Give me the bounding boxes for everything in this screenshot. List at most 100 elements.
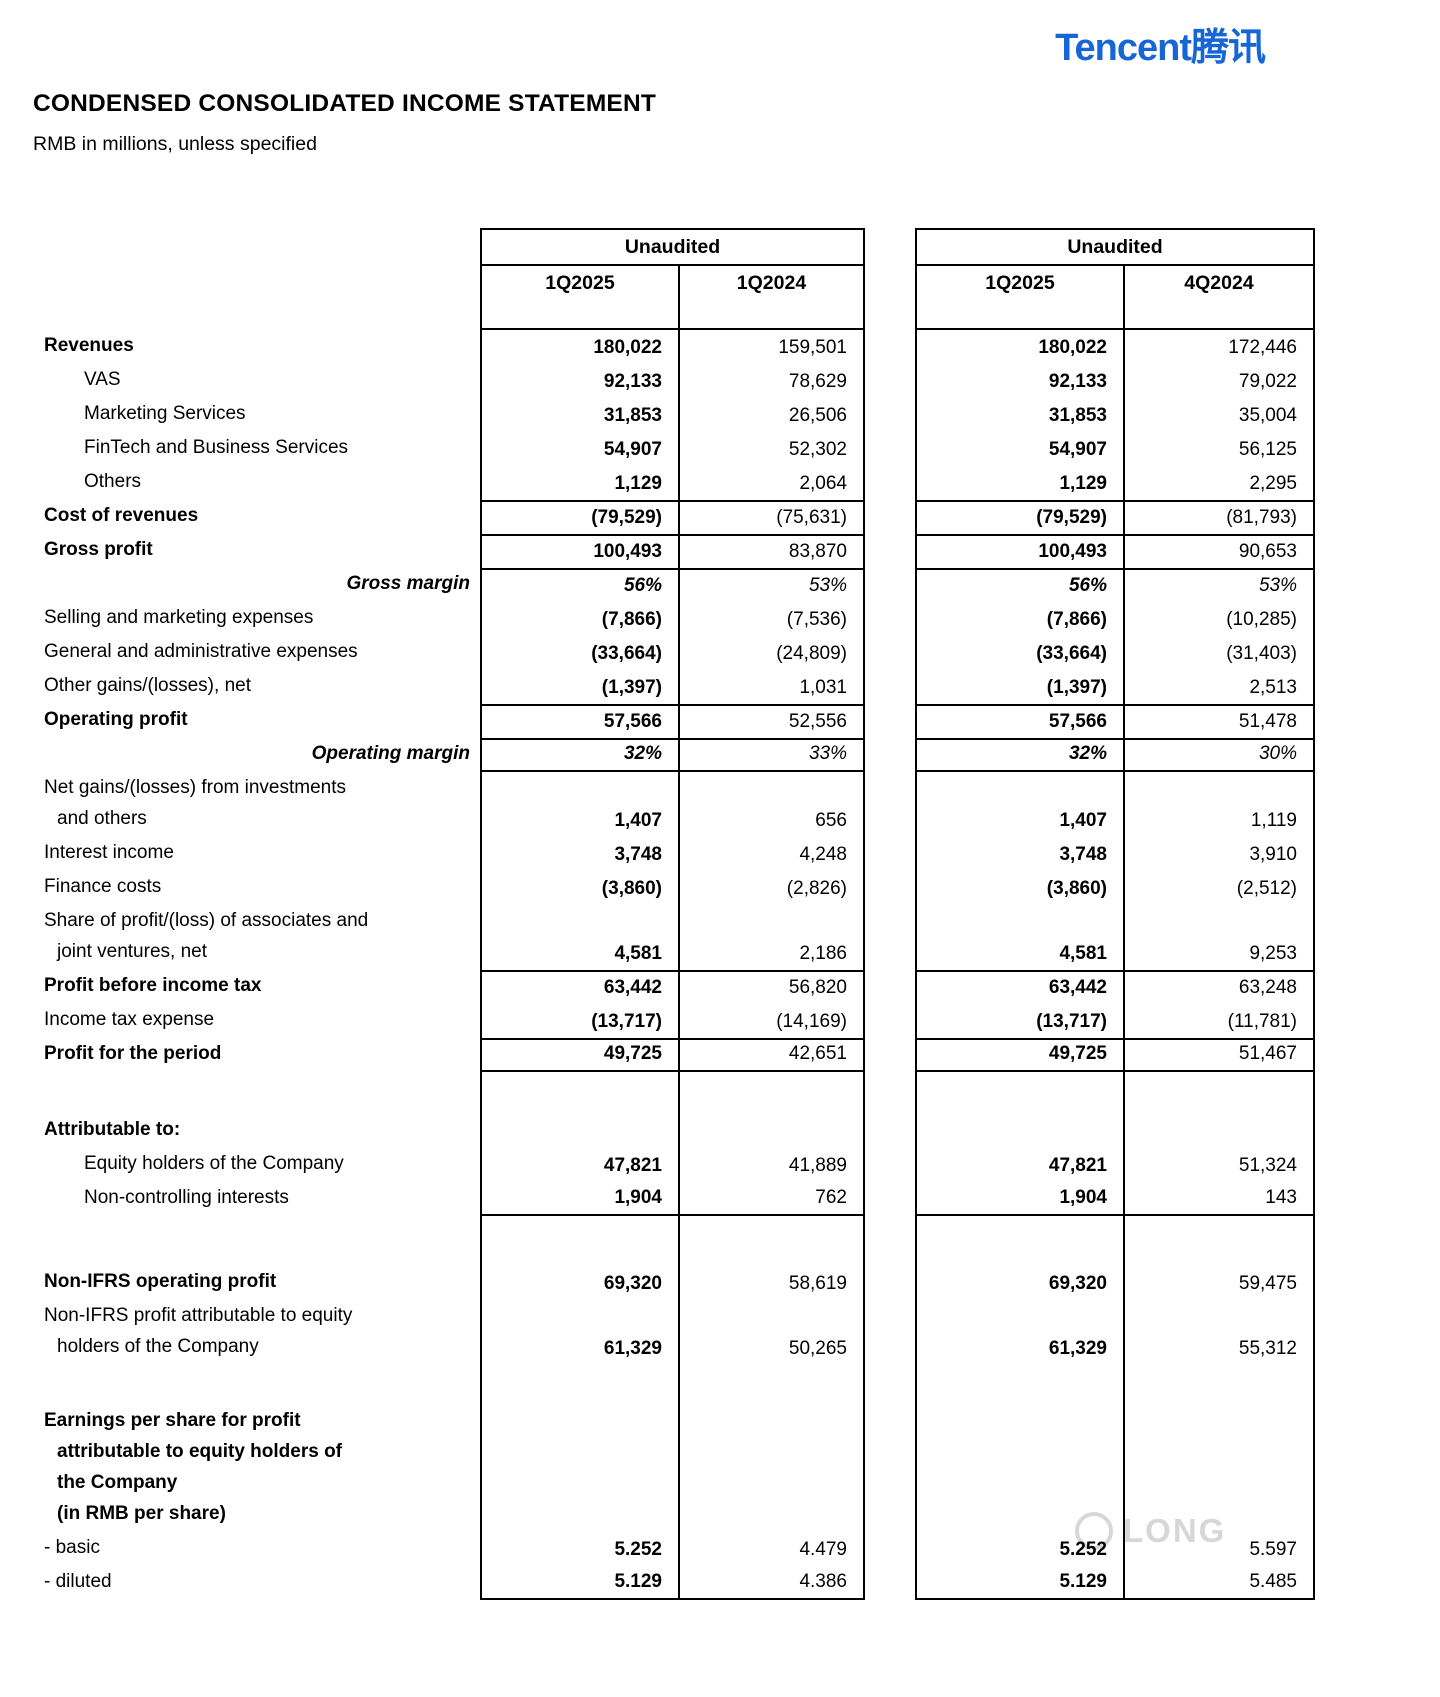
value-cell: 5.485 bbox=[1125, 1566, 1315, 1600]
table-gap bbox=[865, 364, 915, 398]
table-gap bbox=[865, 1532, 915, 1566]
value-cell: (75,631) bbox=[680, 500, 865, 534]
table-gap bbox=[865, 432, 915, 466]
statement-row-25: Non-IFRS operating profit 69,320 58,619 69,… bbox=[33, 1266, 1440, 1300]
row-label bbox=[33, 1072, 480, 1114]
value-cell: 4,581 bbox=[915, 905, 1125, 970]
table-gap bbox=[865, 266, 915, 330]
table-gap bbox=[865, 466, 915, 500]
unaudited-header-right: Unaudited bbox=[915, 228, 1315, 266]
value-cell: 172,446 bbox=[1125, 330, 1315, 364]
value-cell: 51,467 bbox=[1125, 1038, 1315, 1072]
value-cell: 143 bbox=[1125, 1182, 1315, 1216]
row-label: VAS bbox=[84, 369, 121, 390]
value-cell: 2,064 bbox=[680, 466, 865, 500]
row-label: Share of profit/(loss) of associates and… bbox=[44, 910, 369, 962]
value-cell: 30% bbox=[1125, 738, 1315, 772]
value-cell: (2,512) bbox=[1125, 871, 1315, 905]
value-cell: 656 bbox=[680, 772, 865, 837]
row-label: Other gains/(losses), net bbox=[44, 675, 251, 696]
column-header-4q2024: 4Q2024 bbox=[1125, 266, 1315, 330]
value-cell: 69,320 bbox=[915, 1266, 1125, 1300]
value-cell: 1,904 bbox=[915, 1182, 1125, 1216]
value-cell: 4.386 bbox=[680, 1566, 865, 1600]
value-cell: 1,119 bbox=[1125, 772, 1315, 837]
statement-row-2: Marketing Services 31,853 26,506 31,853 35,0… bbox=[33, 398, 1440, 432]
row-label: Operating profit bbox=[44, 709, 188, 730]
value-cell: 1,129 bbox=[480, 466, 680, 500]
watermark: LONG bbox=[1075, 1512, 1226, 1550]
statement-row-14: Interest income 3,748 4,248 3,748 3,910 bbox=[33, 837, 1440, 871]
table-gap bbox=[865, 704, 915, 738]
value-cell: 57,566 bbox=[480, 704, 680, 738]
value-cell: 54,907 bbox=[915, 432, 1125, 466]
row-label: Finance costs bbox=[44, 876, 162, 897]
unaudited-header-row: Unaudited Unaudited bbox=[33, 228, 1440, 266]
period-header-row: 1Q2025 1Q2024 1Q2025 4Q2024 bbox=[33, 266, 1440, 330]
table-gap bbox=[865, 1405, 915, 1532]
value-cell: 31,853 bbox=[480, 398, 680, 432]
value-cell bbox=[680, 1405, 865, 1532]
table-gap bbox=[865, 1566, 915, 1600]
row-label: General and administrative expenses bbox=[44, 641, 358, 662]
value-cell: 49,725 bbox=[915, 1038, 1125, 1072]
value-cell: (7,536) bbox=[680, 602, 865, 636]
value-cell bbox=[680, 1216, 865, 1266]
statement-row-9: General and administrative expenses (33,6… bbox=[33, 636, 1440, 670]
value-cell: 1,407 bbox=[480, 772, 680, 837]
value-cell: 35,004 bbox=[1125, 398, 1315, 432]
value-cell: 42,651 bbox=[680, 1038, 865, 1072]
value-cell: 32% bbox=[915, 738, 1125, 772]
value-cell bbox=[1125, 1405, 1315, 1532]
table-gap bbox=[865, 1266, 915, 1300]
value-cell: (14,169) bbox=[680, 1004, 865, 1038]
value-cell bbox=[915, 1365, 1125, 1405]
value-cell: (33,664) bbox=[915, 636, 1125, 670]
table-gap bbox=[865, 970, 915, 1004]
value-cell: 56,820 bbox=[680, 970, 865, 1004]
value-cell: 32% bbox=[480, 738, 680, 772]
value-cell: 53% bbox=[680, 568, 865, 602]
value-cell: (24,809) bbox=[680, 636, 865, 670]
row-label: Interest income bbox=[44, 842, 174, 863]
value-cell: 57,566 bbox=[915, 704, 1125, 738]
row-label: Marketing Services bbox=[84, 403, 246, 424]
value-cell: 51,478 bbox=[1125, 704, 1315, 738]
statement-row-28: Earnings per share for profit attributabl… bbox=[33, 1405, 1440, 1532]
statement-row-17: Profit before income tax 63,442 56,820 63,4… bbox=[33, 970, 1440, 1004]
table-gap bbox=[865, 1148, 915, 1182]
tencent-logo-text: Tencent腾讯 bbox=[1055, 27, 1266, 69]
value-cell bbox=[915, 1072, 1125, 1114]
table-gap bbox=[865, 602, 915, 636]
value-cell: 5.597 bbox=[1125, 1532, 1315, 1566]
value-cell: 51,324 bbox=[1125, 1148, 1315, 1182]
statement-row-8: Selling and marketing expenses (7,866) (7,… bbox=[33, 602, 1440, 636]
value-cell: 47,821 bbox=[480, 1148, 680, 1182]
column-header-1q2025-left: 1Q2025 bbox=[480, 266, 680, 330]
table-gap bbox=[865, 1300, 915, 1365]
value-cell: 59,475 bbox=[1125, 1266, 1315, 1300]
table-gap bbox=[865, 837, 915, 871]
value-cell: 5.252 bbox=[915, 1532, 1125, 1566]
watermark-circle-icon bbox=[1075, 1512, 1113, 1550]
row-label: Income tax expense bbox=[44, 1009, 215, 1030]
row-label: - diluted bbox=[44, 1571, 112, 1592]
value-cell bbox=[1125, 1216, 1315, 1266]
value-cell: (7,866) bbox=[480, 602, 680, 636]
value-cell: 61,329 bbox=[915, 1300, 1125, 1365]
value-cell: (33,664) bbox=[480, 636, 680, 670]
tencent-logo: Tencent腾讯 bbox=[1055, 16, 1266, 71]
value-cell: 63,442 bbox=[480, 970, 680, 1004]
value-cell: 58,619 bbox=[680, 1266, 865, 1300]
unaudited-header-left: Unaudited bbox=[480, 228, 865, 266]
value-cell: 5.129 bbox=[480, 1566, 680, 1600]
value-cell: 100,493 bbox=[915, 534, 1125, 568]
value-cell: 159,501 bbox=[680, 330, 865, 364]
row-label: Net gains/(losses) from investments and o… bbox=[44, 777, 346, 829]
value-cell bbox=[915, 1405, 1125, 1532]
table-gap bbox=[865, 905, 915, 970]
statement-row-6: Gross profit 100,493 83,870 100,493 90,653 bbox=[33, 534, 1440, 568]
statement-row-22: Equity holders of the Company 47,821 41,88… bbox=[33, 1148, 1440, 1182]
table-gap bbox=[865, 670, 915, 704]
value-cell: (2,826) bbox=[680, 871, 865, 905]
